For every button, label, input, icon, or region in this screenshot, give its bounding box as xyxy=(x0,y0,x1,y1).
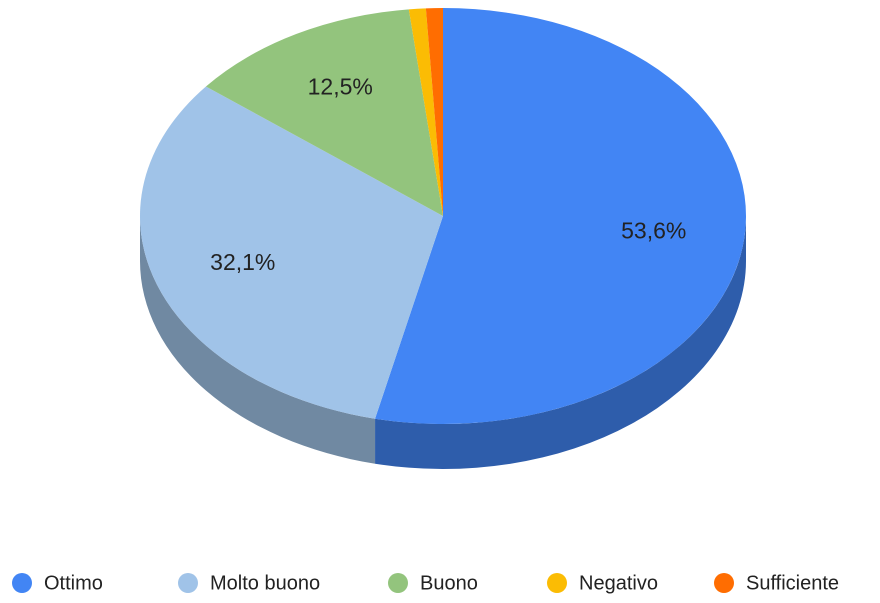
pie-slice xyxy=(139,86,443,419)
legend-marker xyxy=(714,573,734,593)
pie-slice xyxy=(375,8,746,424)
legend-marker xyxy=(12,573,32,593)
legend-label: Sufficiente xyxy=(746,572,839,594)
legend-label: Molto buono xyxy=(210,572,320,594)
legend-marker xyxy=(388,573,408,593)
pie-side xyxy=(139,216,376,464)
slice-label: 12,5% xyxy=(308,74,373,100)
pie-sides xyxy=(139,216,747,470)
pie-slice xyxy=(205,9,443,217)
legend-marker xyxy=(547,573,567,593)
legend-label: Buono xyxy=(420,572,478,594)
pie-slice xyxy=(408,8,443,217)
slice-label: 32,1% xyxy=(210,249,275,275)
slice-label: 53,6% xyxy=(621,218,686,244)
pie-slice xyxy=(425,8,443,216)
legend-marker xyxy=(178,573,198,593)
pie-side xyxy=(375,216,747,470)
legend-label: Negativo xyxy=(579,572,658,594)
legend-label: Ottimo xyxy=(44,572,103,594)
